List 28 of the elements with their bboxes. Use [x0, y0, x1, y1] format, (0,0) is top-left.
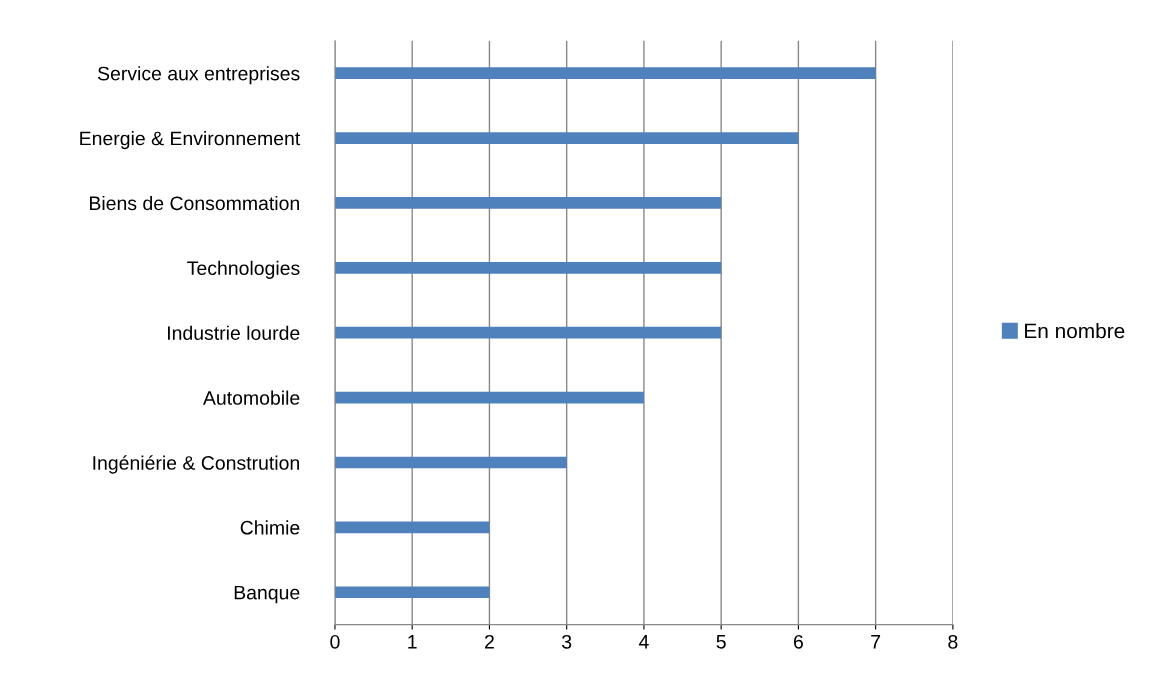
x-tick-label: 1: [408, 635, 417, 649]
x-tick-label: 4: [638, 635, 649, 649]
x-tick-label: 7: [871, 635, 881, 649]
bar: [334, 391, 644, 404]
bar: [334, 456, 567, 469]
bar: [334, 197, 722, 209]
y-tick-label: Ingéniérie & Constrution: [93, 455, 299, 474]
y-tick-label: Energie & Environnement: [80, 131, 301, 150]
y-tick-label: Chimie: [240, 520, 300, 535]
bar: [334, 521, 490, 534]
y-tick-label: Biens de Consommation: [90, 195, 299, 211]
bar: [334, 261, 722, 274]
legend-label: En nombre: [1025, 323, 1125, 339]
y-tick-label: Technologies: [187, 260, 300, 279]
x-tick-label: 2: [485, 634, 494, 649]
bar: [334, 132, 799, 144]
x-tick-label: 8: [948, 634, 958, 649]
x-tick-label: 0: [330, 634, 340, 649]
bar: [334, 67, 876, 80]
bar: [334, 326, 722, 339]
x-tick-label: 5: [716, 635, 726, 649]
y-tick-label: Automobile: [202, 390, 300, 405]
x-tick-label: 3: [562, 634, 572, 649]
y-tick-label: Banque: [234, 585, 300, 604]
y-tick-label: Service aux entreprises: [97, 66, 300, 85]
y-tick-label: Industrie lourde: [168, 325, 300, 340]
bar: [334, 586, 490, 599]
x-tick-label: 6: [793, 634, 803, 649]
